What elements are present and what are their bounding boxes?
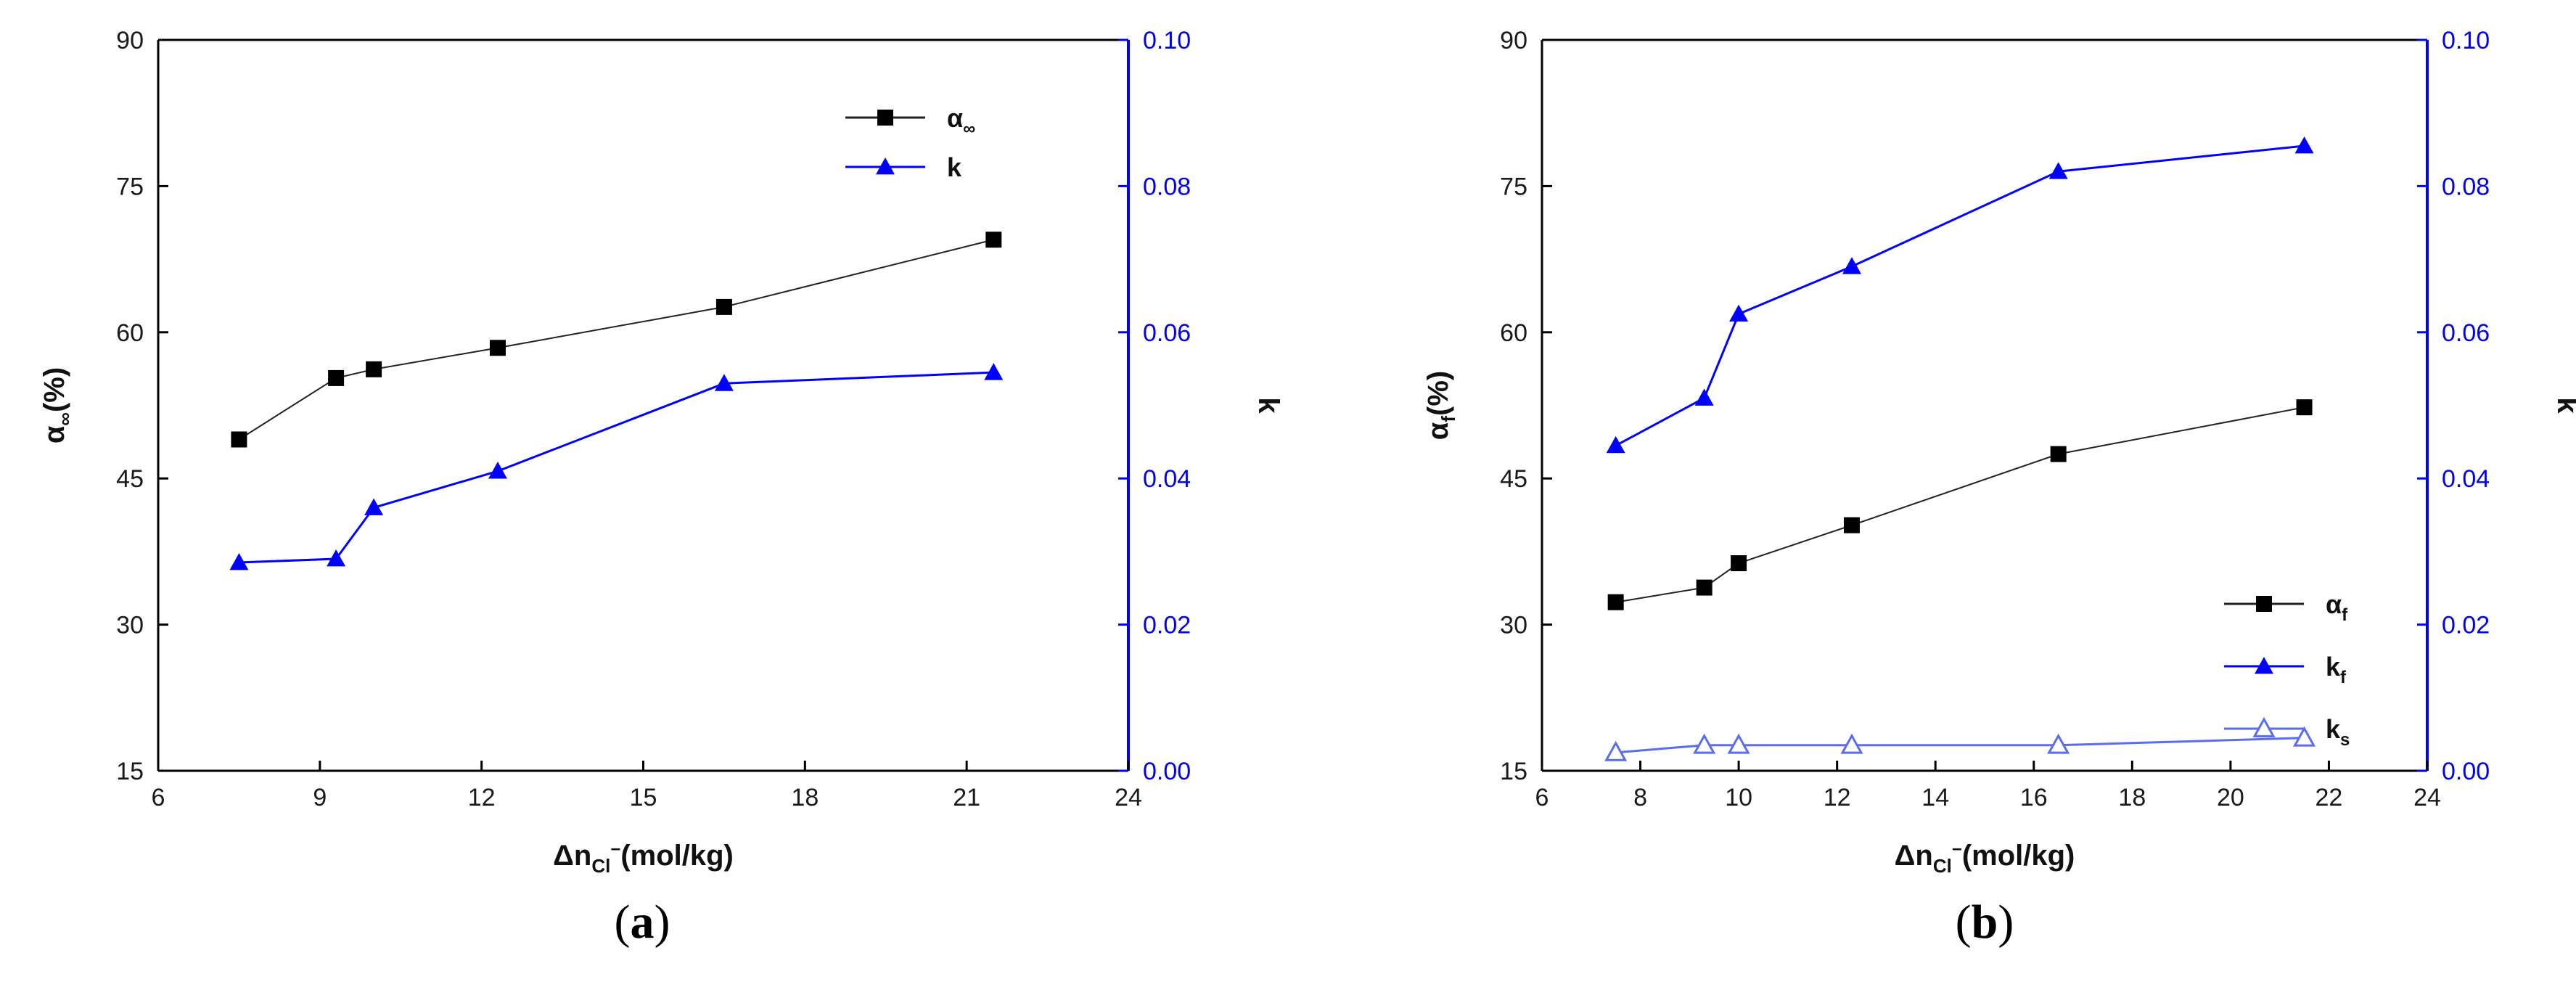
y-right-tick-label: 0.04 (2442, 465, 2490, 493)
series-1-point (2048, 162, 2068, 179)
x-tick-label: 14 (1921, 784, 1949, 811)
y-right-tick-label: 0.08 (1143, 173, 1191, 200)
x-tick-label: 8 (1633, 784, 1647, 811)
caption-a: (a) (615, 896, 670, 949)
x-tick-label: 6 (152, 784, 165, 811)
series-1-point (984, 363, 1004, 380)
y-left-tick-label: 15 (116, 758, 144, 785)
x-tick-label: 10 (1725, 784, 1752, 811)
x-tick-label: 12 (1824, 784, 1851, 811)
legend-label: kf (2326, 652, 2347, 687)
y-right-tick-label: 0.02 (2442, 612, 2490, 639)
series-0-point (489, 340, 506, 356)
x-tick-label: 22 (2315, 784, 2343, 811)
series-2-point (1604, 740, 1628, 761)
x-tick-label: 24 (2413, 784, 2441, 811)
x-tick-label: 12 (468, 784, 496, 811)
y-left-tick-label: 45 (1500, 465, 1527, 493)
legend-marker (2256, 596, 2272, 612)
y-right-tick-label: 0.00 (1143, 758, 1191, 785)
y-right-tick-label: 0.10 (2442, 27, 2490, 54)
series-0-point (1844, 517, 1860, 533)
series-1-point (1842, 257, 1861, 274)
x-axis-title: ΔnCl−(mol/kg) (1895, 840, 2075, 877)
series-line-1 (1615, 144, 2305, 447)
y-right-tick-label: 0.06 (1143, 319, 1191, 347)
y-right-tick-label: 0.04 (1143, 465, 1191, 493)
x-axis-title: ΔnCl−(mol/kg) (553, 840, 734, 877)
y-left-tick-label: 90 (1500, 27, 1527, 54)
legend-label: ks (2326, 714, 2350, 750)
legend-marker (2255, 657, 2273, 674)
y-left-tick-label: 75 (116, 173, 144, 200)
series-0-point (715, 298, 732, 315)
series-2-point (1693, 733, 1716, 754)
series-line-2 (1615, 737, 2305, 754)
y-left-tick-label: 90 (116, 27, 144, 54)
y-left-axis-title: α∞(%) (38, 367, 75, 443)
series-2-point (2047, 733, 2070, 754)
x-tick-label: 6 (1535, 784, 1549, 811)
series-2-point (1840, 733, 1863, 754)
series-1-point (229, 553, 249, 570)
legend-marker (876, 157, 895, 175)
y-left-tick-label: 75 (1500, 173, 1527, 200)
series-1-point (488, 462, 507, 479)
series-0-point (985, 232, 1002, 248)
y-right-tick-label: 0.00 (2442, 758, 2490, 785)
caption-b: (b) (1956, 896, 2014, 949)
y-left-tick-label: 15 (1500, 758, 1527, 785)
chart-a: 6 9 12 15 18 21 24 15 30 45 60 75 90 0.00 0.02 0.04 0.06… (38, 27, 1284, 877)
x-tick-label: 16 (2020, 784, 2048, 811)
series-0-point (231, 431, 247, 448)
x-tick-label: 18 (791, 784, 819, 811)
y-right-axis-title: k (1252, 397, 1284, 414)
series-1-point (364, 498, 384, 515)
x-tick-label: 21 (953, 784, 980, 811)
legend-label: αf (2326, 589, 2348, 625)
series-line-1 (239, 371, 994, 564)
x-tick-label: 9 (313, 784, 327, 811)
legend: α∞ k (845, 103, 975, 182)
legend-marker (877, 110, 893, 126)
y-left-tick-label: 45 (116, 465, 144, 493)
series-1-point (1694, 388, 1714, 406)
series-1-point (1606, 435, 1625, 454)
series-2-point (2293, 726, 2316, 747)
x-tick-label: 20 (2217, 784, 2244, 811)
y-left-axis-title: αf(%) (1422, 371, 1459, 440)
series-line-0 (1615, 406, 2305, 603)
y-right-axis-title: k (2551, 397, 2576, 414)
series-0-point (1607, 594, 1624, 610)
y-right-tick-label: 0.10 (1143, 27, 1191, 54)
chart-b: 6 8 10 12 14 16 18 20 22 24 15 30 45 60 75 90 0.00 0.02 0.… (1422, 27, 2576, 877)
x-tick-label: 15 (630, 784, 657, 811)
series-0-point (328, 369, 345, 386)
y-left-tick-label: 30 (1500, 612, 1527, 639)
series-1-point (1729, 304, 1749, 322)
legend-label: k (947, 152, 962, 182)
series-0-point (366, 361, 382, 377)
series-1-point (2294, 136, 2314, 154)
y-left-tick-label: 60 (116, 319, 144, 347)
legend-marker (2252, 716, 2276, 737)
legend: αf kf ks (2224, 589, 2350, 750)
series-1-point (714, 374, 734, 391)
y-right-tick-label: 0.06 (2442, 319, 2490, 347)
x-tick-label: 18 (2118, 784, 2146, 811)
series-line-0 (238, 239, 994, 441)
x-tick-label: 24 (1115, 784, 1142, 811)
y-left-tick-label: 30 (116, 612, 144, 639)
series-0-point (1731, 555, 1747, 572)
y-right-tick-label: 0.08 (2442, 173, 2490, 200)
series-0-point (1696, 579, 1712, 596)
series-1-point (327, 549, 346, 567)
series-0-point (2296, 399, 2313, 416)
y-right-tick-label: 0.02 (1143, 612, 1191, 639)
series-0-point (2050, 446, 2067, 462)
y-left-tick-label: 60 (1500, 319, 1527, 347)
series-2-point (1727, 733, 1750, 754)
legend-label: α∞ (947, 103, 975, 139)
